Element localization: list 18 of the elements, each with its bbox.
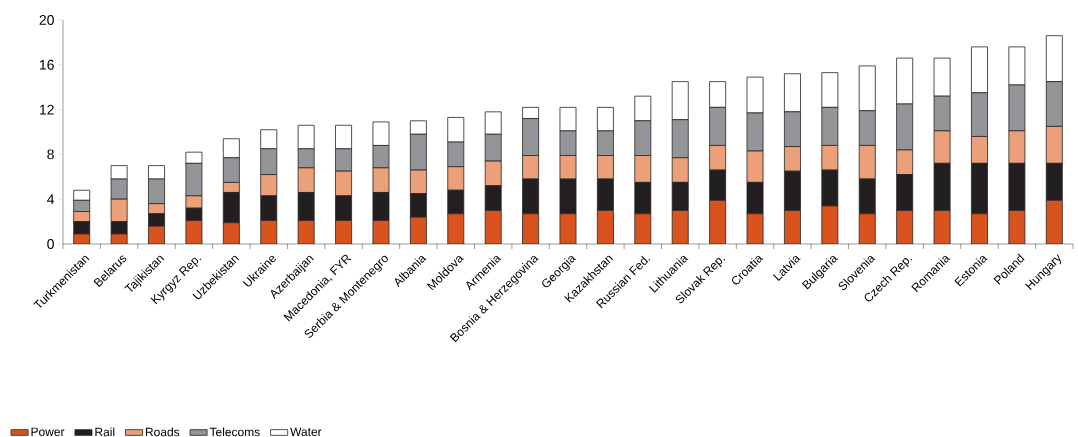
- y-tick-label: 20: [39, 15, 54, 25]
- legend-label: Water: [290, 427, 322, 436]
- bar: [447, 213, 465, 244]
- bar: [971, 213, 988, 244]
- bar: [634, 213, 652, 244]
- y-tick-label: 16: [39, 59, 54, 70]
- bar: [858, 213, 876, 244]
- legend-label: Rail: [95, 427, 115, 437]
- bar: [1045, 199, 1063, 244]
- y-tick-label: 8: [47, 149, 54, 160]
- y-tick-label: 4: [47, 194, 55, 205]
- legend-label: Roads: [145, 427, 180, 437]
- y-tick-label: 12: [39, 104, 54, 115]
- bar: [709, 199, 727, 244]
- legend-label: Power: [31, 427, 65, 436]
- bar: [522, 213, 540, 244]
- y-tick-label: 0: [47, 239, 54, 249]
- legend-label: Telecoms: [209, 427, 260, 437]
